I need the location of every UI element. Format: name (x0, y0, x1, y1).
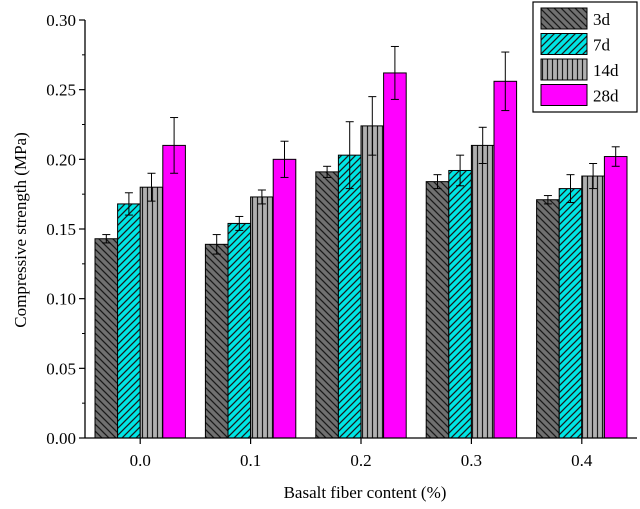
bar-3d-0.4 (536, 199, 560, 439)
bar-28d-0.3 (493, 80, 518, 439)
bar-28d-0.1 (272, 158, 297, 439)
bar-7d-0.4 (558, 188, 583, 439)
y-tick-label-0.05: 0.05 (46, 359, 76, 378)
bar-14d-0.4 (581, 175, 605, 439)
x-tick-label-0.3: 0.3 (461, 451, 482, 470)
x-tick-label-0.2: 0.2 (350, 451, 371, 470)
bar-28d-0.4 (603, 156, 628, 439)
bar-28d-0.0 (162, 144, 186, 439)
legend-label-14d: 14d (593, 61, 619, 80)
bar-14d-0.0 (139, 186, 164, 439)
bar-3d-0.0 (94, 238, 119, 439)
y-tick-label-0.20: 0.20 (46, 150, 76, 169)
y-tick-label-0.15: 0.15 (46, 220, 76, 239)
ticks-layer: 0.00 0.05 0.10 0.15 0.20 0.25 0.30 0.0 0.1 0.2 0.3… (46, 11, 593, 470)
bar-14d-0.2 (360, 125, 385, 439)
legend-label-7d: 7d (593, 36, 611, 55)
legend-label-3d: 3d (593, 10, 611, 29)
legend-swatch-3d (540, 7, 588, 30)
x-tick-label-0.0: 0.0 (130, 451, 151, 470)
y-tick-label-0.10: 0.10 (46, 290, 76, 309)
bars-layer (94, 72, 628, 439)
legend: 3d 7d 14d 28d (532, 1, 638, 113)
bar-3d-0.2 (315, 171, 339, 439)
legend-swatch-14d (540, 58, 588, 81)
error-bars-layer (102, 45, 620, 255)
legend-swatch-7d (540, 33, 588, 55)
bar-7d-0.0 (117, 203, 141, 439)
legend-label-28d: 28d (593, 87, 619, 106)
y-tick-label-0.25: 0.25 (46, 81, 76, 100)
bar-28d-0.2 (383, 72, 407, 439)
bar-3d-0.3 (425, 181, 450, 439)
bar-7d-0.2 (337, 154, 362, 439)
bar-14d-0.3 (470, 144, 495, 439)
legend-swatch-28d (540, 84, 588, 106)
x-tick-label-0.1: 0.1 (240, 451, 261, 470)
bar-7d-0.3 (448, 169, 472, 439)
x-axis-title: Basalt fiber content (%) (284, 483, 447, 502)
x-tick-label-0.4: 0.4 (571, 451, 593, 470)
y-tick-label-0.00: 0.00 (46, 429, 76, 448)
bar-7d-0.1 (227, 222, 252, 439)
y-tick-label-0.30: 0.30 (46, 11, 76, 30)
y-axis-title: Compressive strength (MPa) (11, 132, 30, 327)
bar-14d-0.1 (250, 196, 274, 439)
bar-3d-0.1 (204, 243, 229, 439)
